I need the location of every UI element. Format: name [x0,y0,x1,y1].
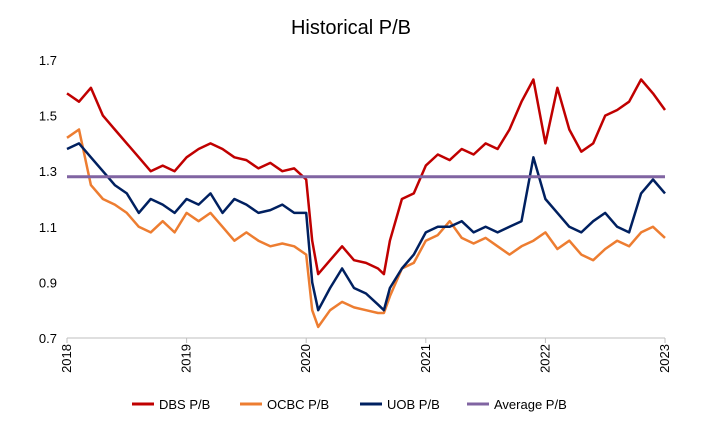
series-line-0 [66,78,667,276]
y-tick-label: 1.5 [39,109,57,124]
x-tick-label: 2018 [59,344,74,373]
plot-area [66,78,667,329]
legend-label-0: DBS P/B [159,397,210,412]
x-tick-label: 2021 [418,344,433,373]
y-tick-label: 1.3 [39,164,57,179]
x-tick-label: 2019 [179,344,194,373]
y-tick-label: 0.9 [39,275,57,290]
legend-label-2: UOB P/B [387,397,440,412]
legend: DBS P/B OCBC P/B UOB P/B Average P/B [132,397,567,412]
series-line-2 [66,142,666,312]
chart-title: Historical P/B [291,17,411,39]
legend-label-3: Average P/B [494,397,567,412]
y-tick-label: 1.1 [39,220,57,235]
x-tick-label: 2023 [657,344,672,373]
x-tick-label: 2020 [298,344,313,373]
axes: 0.7 0.9 1.1 1.3 1.5 1.7 2018 2019 2020 2021 2022 20… [39,53,672,373]
y-tick-label: 1.7 [39,53,57,68]
legend-label-1: OCBC P/B [267,397,329,412]
x-tick-label: 2022 [537,344,552,373]
y-tick-label: 0.7 [39,331,57,346]
series-line-1 [66,128,666,329]
